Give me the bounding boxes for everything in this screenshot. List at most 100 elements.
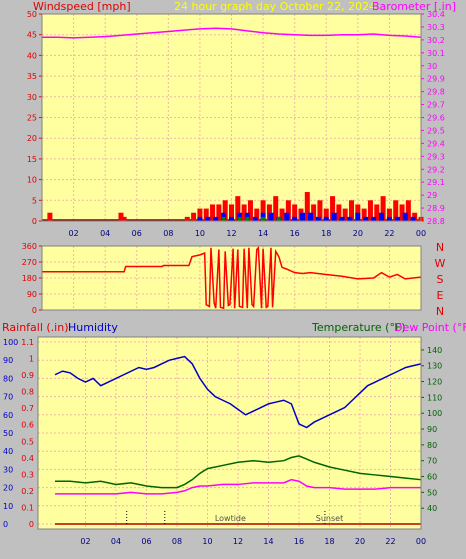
- gust-bar: [197, 208, 203, 221]
- gust-bar: [191, 212, 197, 221]
- y-tick-label: 30.4: [427, 10, 445, 19]
- gust-bar: [210, 204, 216, 221]
- avg-wind-bar: [307, 212, 313, 221]
- rain-tick-label: 0.9: [21, 371, 34, 380]
- temp-tick-label: 110: [427, 393, 442, 402]
- x-tick-label: 16: [294, 537, 304, 546]
- humidity-tick-label: 20: [3, 484, 13, 493]
- wind-left-axis: 0 5 10 15 20 25 30 35 40 45 50: [27, 10, 42, 226]
- temp-x-axis: 02 04 06 08 10 12 14 16 18 20 22 00: [80, 537, 426, 546]
- y-tick-label: 50: [27, 10, 37, 19]
- min-wind-bar: [276, 216, 281, 221]
- temp-grid: [38, 337, 422, 529]
- temp-tick-label: 120: [427, 378, 442, 387]
- y-tick-label: 25: [27, 114, 37, 123]
- annotation-label: Sunset: [316, 514, 343, 523]
- min-wind-bar: [237, 216, 242, 221]
- compass-label: W: [435, 257, 446, 270]
- humidity-axis: 0 10 20 30 40 50 60 70 80 90 100: [3, 338, 18, 529]
- gust-bar: [222, 200, 228, 221]
- x-tick-label: 22: [385, 537, 395, 546]
- gust-bar: [361, 208, 367, 221]
- avg-wind-bar: [386, 216, 392, 221]
- y-tick-label: 30.1: [427, 49, 445, 58]
- humidity-tick-label: 30: [3, 465, 13, 474]
- direction-series: [42, 245, 422, 310]
- rainfall-axis-label: Rainfall (.in): [2, 321, 69, 334]
- avg-wind-bar: [355, 212, 361, 221]
- avg-wind-bar: [331, 212, 337, 221]
- gust-bar: [336, 204, 342, 221]
- gust-bar: [292, 204, 298, 221]
- min-wind-bar: [221, 216, 226, 221]
- direction-left-axis: 0 90 180 270 360: [22, 242, 42, 315]
- chart-title: 24 hour graph day October 22, 2024: [174, 0, 376, 13]
- y-tick-label: 45: [27, 31, 37, 40]
- gust-bar: [399, 204, 405, 221]
- x-tick-label: 10: [202, 537, 212, 546]
- x-tick-label: 08: [163, 229, 173, 238]
- x-tick-label: 08: [172, 537, 182, 546]
- avg-wind-bar: [363, 216, 369, 221]
- x-tick-label: 02: [80, 537, 90, 546]
- x-tick-label: 04: [111, 537, 121, 546]
- temperature-axis-label: Temperature (°F): [311, 321, 406, 334]
- gust-bar: [241, 204, 247, 221]
- avg-wind-bar: [229, 216, 234, 221]
- y-tick-label: 29.3: [427, 152, 445, 161]
- x-tick-label: 10: [195, 229, 205, 238]
- x-tick-label: 02: [68, 229, 78, 238]
- avg-wind-bar: [197, 216, 203, 221]
- gust-bar: [273, 196, 279, 221]
- x-tick-label: 16: [290, 229, 300, 238]
- humidity-tick-label: 100: [3, 338, 18, 347]
- gust-bar: [386, 208, 392, 221]
- gust-bar: [311, 204, 317, 221]
- avg-wind-bar: [213, 216, 219, 221]
- avg-wind-bar: [394, 216, 400, 221]
- humidity-axis-label: Humidity: [68, 321, 118, 334]
- humidity-tick-label: 80: [3, 374, 13, 383]
- gust-bar: [121, 216, 127, 221]
- rain-tick-label: 0.5: [21, 437, 34, 446]
- temp-tick-label: 40: [427, 504, 437, 513]
- y-tick-label: 29.6: [427, 114, 445, 123]
- avg-wind-bar: [323, 216, 329, 221]
- y-tick-label: 30.2: [427, 36, 445, 45]
- gust-bar: [47, 212, 53, 221]
- avg-wind-bar: [292, 216, 298, 221]
- humidity-tick-label: 50: [3, 429, 13, 438]
- y-tick-label: 29.7: [427, 101, 445, 110]
- temp-series: Lowtide Sunset: [54, 355, 422, 525]
- humidity-tick-label: 0: [3, 520, 8, 529]
- y-tick-label: 40: [27, 51, 37, 60]
- direction-plot-frame: [41, 245, 422, 311]
- y-tick-label: 29.4: [427, 139, 445, 148]
- y-tick-label: 20: [27, 134, 37, 143]
- rain-tick-label: 0.1: [21, 503, 34, 512]
- temp-tick-label: 130: [427, 362, 442, 371]
- temperature-right-axis: 40 50 60 70 80 90 100 110 120 130 140: [421, 346, 442, 513]
- temp-tick-label: 100: [427, 409, 442, 418]
- y-tick-label: 360: [22, 242, 37, 251]
- wind-x-axis: 02 04 06 08 10 12 14 16 18 20 22 00: [68, 229, 426, 238]
- dewpoint-line: [55, 478, 421, 495]
- y-tick-label: 15: [27, 155, 37, 164]
- gust-bar: [229, 204, 234, 221]
- gust-bar: [393, 200, 399, 221]
- y-tick-label: 29.5: [427, 126, 445, 135]
- rain-tick-label: 0.7: [21, 404, 34, 413]
- rain-tick-label: 0.8: [21, 388, 34, 397]
- barometer-axis-label: Barometer [.in]: [372, 0, 456, 13]
- temp-tick-label: 50: [427, 488, 437, 497]
- rain-tick-label: 0.4: [21, 454, 34, 463]
- y-tick-label: 0: [32, 306, 37, 315]
- avg-wind-bar: [347, 216, 353, 221]
- windspeed-axis-label: Windspeed [mph]: [33, 0, 131, 13]
- y-tick-label: 10: [27, 176, 37, 185]
- x-tick-label: 12: [233, 537, 243, 546]
- x-tick-label: 00: [416, 229, 426, 238]
- avg-wind-bar: [339, 216, 345, 221]
